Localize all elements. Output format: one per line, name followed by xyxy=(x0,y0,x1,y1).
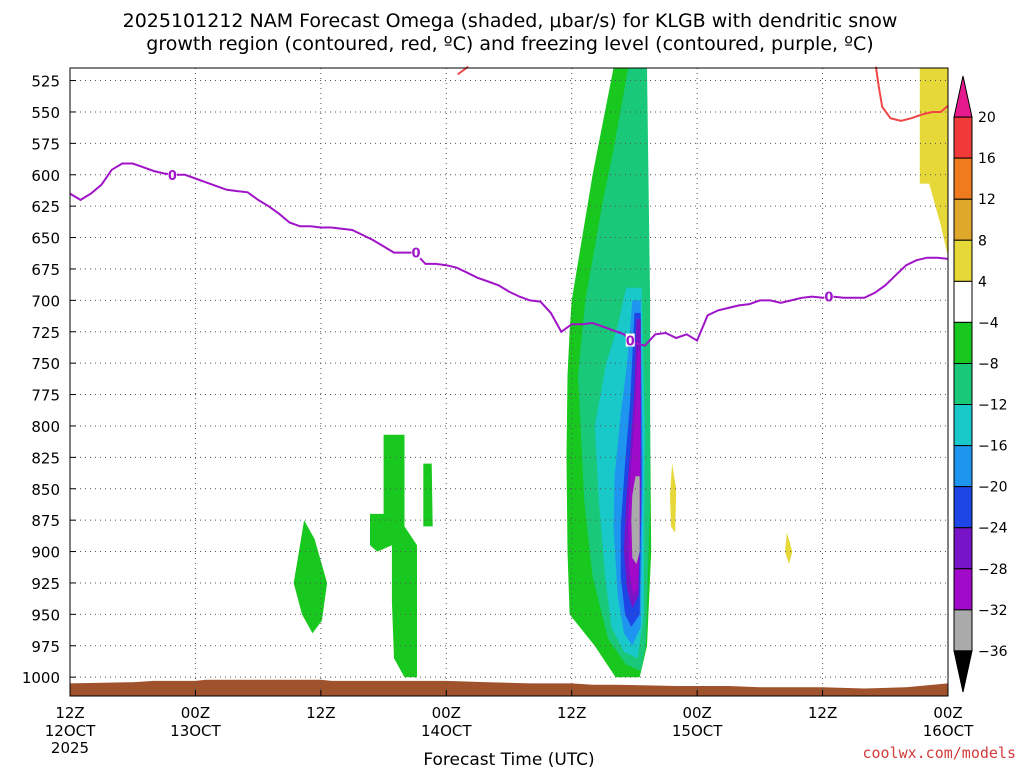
x-tick-label-5: 00Z xyxy=(682,704,711,722)
omega-shading xyxy=(293,68,948,678)
freezing-level-line xyxy=(69,162,949,347)
y-tick-label-625: 625 xyxy=(31,198,60,216)
y-tick-label-800: 800 xyxy=(31,418,60,436)
y-tick-label-1000: 1000 xyxy=(22,669,60,687)
dgz-contours xyxy=(457,65,949,122)
y-tick-label-875: 875 xyxy=(31,512,60,530)
colorbar-swatch-4 xyxy=(953,239,973,282)
chart-title-line1: 2025101212 NAM Forecast Omega (shaded, μ… xyxy=(123,10,898,32)
omega-region-8 xyxy=(370,434,417,678)
pressure-axis: 525 550 575 600 625 650 675 700 725 750 775 800 825 8… xyxy=(22,73,76,687)
colorbar-swatch-10 xyxy=(953,486,973,529)
freezing-level-label-3: 0 xyxy=(824,291,833,306)
y-tick-label-725: 725 xyxy=(31,324,60,342)
colorbar-swatch-8 xyxy=(953,404,973,447)
freezing-label-bg-3 xyxy=(824,289,834,303)
x-date-label-1: 13OCT xyxy=(170,722,221,740)
y-tick-label-675: 675 xyxy=(31,261,60,279)
colorbar-swatch-5 xyxy=(953,280,973,323)
omega-region-12 xyxy=(670,463,677,533)
y-tick-label-825: 825 xyxy=(31,449,60,467)
y-tick-label-525: 525 xyxy=(31,73,60,91)
freezing-level-label-2: 0 xyxy=(626,335,635,350)
x-year-label: 2025 xyxy=(51,739,89,757)
plot-frame xyxy=(69,67,949,697)
y-tick-label-850: 850 xyxy=(31,481,60,499)
colorbar-swatch-12 xyxy=(953,568,973,611)
omega-colorbar: 20 16 12 8 4 −4 −8 −12 −16 −20 −24 −28 −32 −36 xyxy=(953,75,1008,693)
x-tick-label-0: 12Z xyxy=(55,704,84,722)
colorbar-swatch-9 xyxy=(953,445,973,488)
x-tick-label-2: 12Z xyxy=(306,704,335,722)
x-tick-label-7: 00Z xyxy=(933,704,962,722)
colorbar-label-1: 16 xyxy=(978,151,996,167)
x-tick-label-1: 00Z xyxy=(181,704,210,722)
omega-region-11 xyxy=(919,68,948,257)
colorbar-label-8: −16 xyxy=(978,439,1008,455)
colorbar-label-3: 8 xyxy=(978,233,987,249)
colorbar-swatch-11 xyxy=(953,527,973,570)
colorbar-label-12: −32 xyxy=(978,603,1008,619)
colorbar-swatch-0 xyxy=(953,75,973,118)
y-tick-label-600: 600 xyxy=(31,167,60,185)
colorbar-label-0: 20 xyxy=(978,110,996,126)
colorbar-swatch-1 xyxy=(953,116,973,159)
freezing-level-contour: 0 0 0 0 xyxy=(69,162,949,350)
y-tick-label-575: 575 xyxy=(31,135,60,153)
colorbar-label-13: −36 xyxy=(978,644,1008,660)
colorbar-label-5: −4 xyxy=(978,315,999,331)
x-date-label-5: 15OCT xyxy=(672,722,723,740)
colorbar-label-6: −8 xyxy=(978,356,999,372)
colorbar-swatch-2 xyxy=(953,157,973,200)
x-tick-label-4: 12Z xyxy=(557,704,586,722)
colorbar-swatch-7 xyxy=(953,362,973,406)
y-tick-label-925: 925 xyxy=(31,575,60,593)
credit-text: coolwx.com/models xyxy=(862,744,1016,762)
omega-region-10 xyxy=(293,520,328,634)
x-date-label-7: 16OCT xyxy=(923,722,974,740)
y-tick-label-900: 900 xyxy=(31,544,60,562)
x-tick-label-3: 00Z xyxy=(432,704,461,722)
colorbar-swatch-14 xyxy=(953,650,973,693)
omega-region-9 xyxy=(423,463,433,527)
colorbar-swatch-13 xyxy=(953,609,973,652)
colorbar-swatch-3 xyxy=(953,198,973,241)
colorbar-swatch-6 xyxy=(953,321,973,364)
colorbar-label-9: −20 xyxy=(978,480,1008,496)
y-tick-label-650: 650 xyxy=(31,230,60,248)
colorbar-label-7: −12 xyxy=(978,398,1008,414)
colorbar-label-2: 12 xyxy=(978,192,996,208)
freezing-level-label-1: 0 xyxy=(411,247,420,262)
chart-title-line2: growth region (contoured, red, ºC) and f… xyxy=(146,33,873,55)
y-tick-label-750: 750 xyxy=(31,355,60,373)
x-tick-label-6: 12Z xyxy=(808,704,837,722)
freezing-label-bg-2 xyxy=(625,333,635,347)
dgz-contour-1 xyxy=(874,66,949,122)
y-tick-label-775: 775 xyxy=(31,387,60,405)
x-date-label-0: 12OCT xyxy=(45,722,96,740)
y-tick-label-700: 700 xyxy=(31,292,60,310)
colorbar-label-11: −28 xyxy=(978,562,1008,578)
freezing-label-bg-0 xyxy=(167,167,177,181)
colorbar-label-4: 4 xyxy=(978,274,987,290)
colorbar-label-10: −24 xyxy=(978,521,1008,537)
terrain-fill xyxy=(70,679,948,696)
y-tick-label-550: 550 xyxy=(31,104,60,122)
freezing-level-label-0: 0 xyxy=(168,169,177,184)
y-tick-label-975: 975 xyxy=(31,638,60,656)
omega-region-13 xyxy=(784,532,793,565)
y-tick-label-950: 950 xyxy=(31,606,60,624)
gridlines xyxy=(70,68,948,696)
freezing-label-bg-1 xyxy=(411,245,421,259)
x-date-label-3: 14OCT xyxy=(421,722,472,740)
terrain-layer xyxy=(70,679,948,696)
x-axis-label: Forecast Time (UTC) xyxy=(423,750,594,768)
